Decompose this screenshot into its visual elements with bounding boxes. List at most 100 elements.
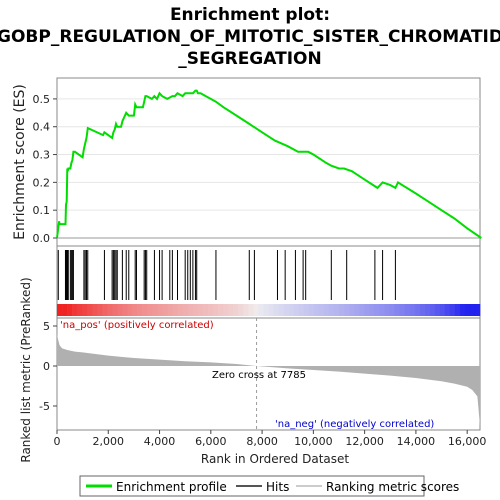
heat-bar-cell bbox=[389, 304, 395, 316]
heat-bar-cell bbox=[469, 304, 476, 316]
heat-bar-cell bbox=[92, 304, 98, 316]
heat-bar-cell bbox=[177, 304, 184, 316]
heat-bar-cell bbox=[107, 304, 113, 316]
heat-bar-cell bbox=[72, 304, 78, 316]
heat-bar-cell bbox=[439, 304, 446, 316]
heat-bar-cell bbox=[253, 304, 259, 316]
enrichment-profile-line bbox=[56, 89, 482, 239]
heat-bar-cell bbox=[117, 304, 123, 316]
heat-bar-cell bbox=[223, 304, 229, 316]
metric-y-tick-label: -5 bbox=[39, 400, 50, 413]
heat-bar-cell bbox=[167, 304, 174, 316]
zero-cross-label: Zero cross at 7785 bbox=[212, 370, 306, 381]
heat-bar-cell bbox=[333, 304, 340, 316]
heat-bar-cell bbox=[303, 304, 310, 316]
heat-bar-cell bbox=[369, 304, 375, 316]
heat-bar-cell bbox=[409, 304, 415, 316]
ranking-heat-bar bbox=[57, 304, 481, 316]
heat-bar-cell bbox=[283, 304, 289, 316]
heat-bar-cell bbox=[434, 304, 441, 316]
x-tick-label: 4,000 bbox=[144, 435, 176, 448]
es-y-tick-label: 0.0 bbox=[33, 232, 51, 245]
heat-bar-cell bbox=[414, 304, 420, 316]
heat-bar-cell bbox=[288, 304, 294, 316]
es-y-tick-label: 0.5 bbox=[33, 93, 51, 106]
heat-bar-cell bbox=[87, 304, 93, 316]
heat-bar-cell bbox=[112, 304, 118, 316]
heat-bar-cell bbox=[374, 304, 380, 316]
metric-y-tick-label: 0 bbox=[43, 360, 50, 373]
heat-bar-cell bbox=[162, 304, 169, 316]
heat-bar-cell bbox=[449, 304, 456, 316]
heat-bar-cell bbox=[298, 304, 305, 316]
heat-bar-cell bbox=[137, 304, 143, 316]
heat-bar-cell bbox=[57, 304, 63, 316]
heat-bar-cell bbox=[399, 304, 405, 316]
heat-bar-cell bbox=[67, 304, 73, 316]
heat-bar-cell bbox=[77, 304, 83, 316]
neg-label: 'na_neg' (negatively correlated) bbox=[275, 419, 434, 430]
metric-y-ticks: 5 0 -5 bbox=[39, 320, 57, 413]
heat-bar-cell bbox=[147, 304, 153, 316]
heat-bar-cell bbox=[328, 304, 335, 316]
heat-bar-cell bbox=[203, 304, 209, 316]
heat-bar-cell bbox=[228, 304, 234, 316]
heat-bar-cell bbox=[218, 304, 224, 316]
heat-bar-cell bbox=[459, 304, 466, 316]
heat-bar-cell bbox=[122, 304, 128, 316]
heat-bar-cell bbox=[424, 304, 430, 316]
heat-bar-cell bbox=[278, 304, 284, 316]
heat-bar-cell bbox=[429, 304, 435, 316]
heat-bar-cell bbox=[454, 304, 461, 316]
es-y-tick-label: 0.2 bbox=[33, 176, 51, 189]
heat-bar-cell bbox=[318, 304, 325, 316]
heat-bar-cell bbox=[238, 304, 244, 316]
heat-bar-cell bbox=[313, 304, 320, 316]
legend: Enrichment profile Hits Ranking metric s… bbox=[79, 475, 459, 497]
heat-bar-cell bbox=[444, 304, 451, 316]
heat-bar-cell bbox=[233, 304, 239, 316]
heat-bar-cell bbox=[213, 304, 219, 316]
heat-bar-cell bbox=[182, 304, 189, 316]
heat-bar-cell bbox=[293, 304, 300, 316]
heat-bar-cell bbox=[258, 304, 264, 316]
heat-bar-cell bbox=[273, 304, 279, 316]
heat-bar-cell bbox=[263, 304, 269, 316]
heat-bar-cell bbox=[172, 304, 179, 316]
x-tick-label: 12,000 bbox=[345, 435, 384, 448]
x-tick-label: 14,000 bbox=[397, 435, 436, 448]
heat-bar-cell bbox=[349, 304, 355, 316]
heat-bar-cell bbox=[243, 304, 249, 316]
x-tick-label: 16,000 bbox=[448, 435, 487, 448]
pos-label: 'na_pos' (positively correlated) bbox=[60, 320, 214, 331]
heat-bar-cell bbox=[344, 304, 350, 316]
x-tick-label: 6,000 bbox=[195, 435, 227, 448]
heat-bar-cell bbox=[62, 304, 68, 316]
legend-ranking-label: Ranking metric scores bbox=[326, 480, 459, 494]
es-panel bbox=[56, 77, 481, 247]
es-y-ticks: 0.0 0.1 0.2 0.3 0.4 0.5 bbox=[33, 93, 57, 245]
heat-bar-cell bbox=[419, 304, 425, 316]
es-y-tick-label: 0.1 bbox=[33, 204, 51, 217]
heat-bar-cell bbox=[152, 304, 159, 316]
heat-bar-cell bbox=[474, 304, 481, 316]
heat-bar-cell bbox=[198, 304, 204, 316]
heat-bar-cell bbox=[97, 304, 103, 316]
x-tick-label: 2,000 bbox=[93, 435, 125, 448]
heat-bar-cell bbox=[127, 304, 133, 316]
title-line-2: GOBP_REGULATION_OF_MITOTIC_SISTER_CHROMA… bbox=[0, 27, 500, 47]
heat-bar-cell bbox=[208, 304, 214, 316]
es-y-tick-label: 0.4 bbox=[33, 121, 51, 134]
heat-bar-cell bbox=[339, 304, 345, 316]
heat-bar-cell bbox=[384, 304, 390, 316]
heat-bar-cell bbox=[359, 304, 365, 316]
rank-y-axis-label: Ranked list metric (PreRanked) bbox=[19, 277, 33, 462]
x-axis-ticks: 0 2,000 4,000 6,000 8,000 10,000 12,000 14,000 1… bbox=[54, 430, 487, 448]
x-tick-label: 8,000 bbox=[246, 435, 278, 448]
title-line-1: Enrichment plot: bbox=[170, 5, 330, 25]
heat-bar-cell bbox=[364, 304, 370, 316]
legend-hits-label: Hits bbox=[266, 480, 289, 494]
x-axis-label: Rank in Ordered Dataset bbox=[201, 452, 349, 466]
heat-bar-cell bbox=[132, 304, 138, 316]
